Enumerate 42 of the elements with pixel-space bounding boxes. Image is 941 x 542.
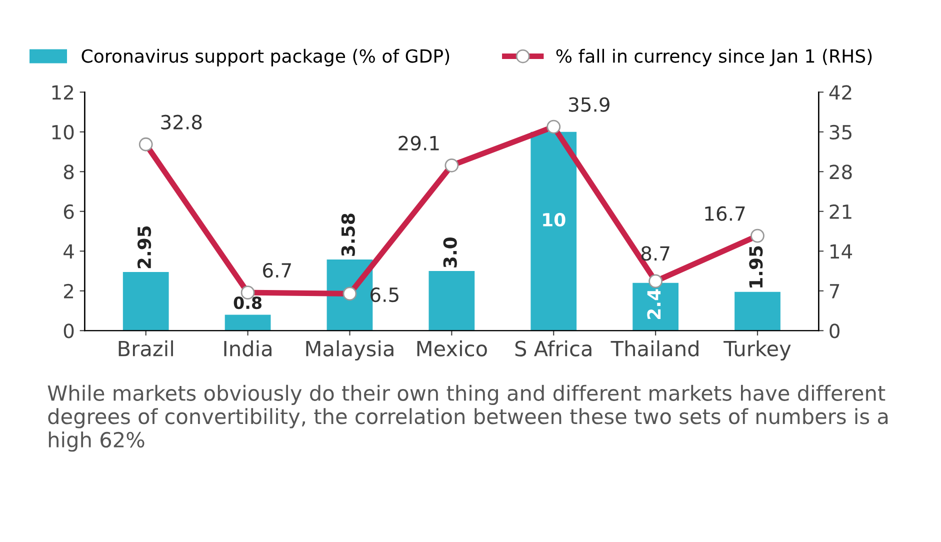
x-tick-label: Turkey bbox=[724, 340, 791, 361]
legend-label: % fall in currency since Jan 1 (RHS) bbox=[556, 48, 872, 66]
text: While markets obviously do their own thing and different markets have different degrees of convertibility, the correlation between these two sets of numbers is a high 62% bbox=[48, 384, 888, 452]
data-label: 35.9 bbox=[568, 97, 610, 112]
x-tick-label: S Africa bbox=[515, 340, 592, 356]
y-tick-label: 8 bbox=[64, 164, 74, 180]
data-label: 16.7 bbox=[705, 206, 745, 221]
y2-tick-label: 7 bbox=[830, 284, 840, 298]
y-tick-label: 4 bbox=[64, 244, 74, 259]
data-label: 3.0 bbox=[443, 237, 457, 268]
y-tick-label: 6 bbox=[64, 204, 74, 220]
bar bbox=[122, 272, 169, 331]
x-tick-label: Thailand bbox=[610, 340, 698, 356]
data-label: 29.1 bbox=[398, 136, 439, 151]
y-tick-label: 0 bbox=[64, 324, 74, 338]
y-tick-label: 10 bbox=[52, 124, 74, 140]
data-label: 8.7 bbox=[641, 246, 670, 261]
y-tick-label: 12 bbox=[52, 85, 74, 100]
y2-tick-label: 21 bbox=[830, 204, 852, 219]
data-label: 10 bbox=[543, 212, 566, 227]
x-tick-label: Mexico bbox=[417, 340, 487, 356]
data-label: 3.58 bbox=[341, 214, 355, 256]
bar bbox=[530, 132, 577, 331]
y2-tick-label: 14 bbox=[830, 244, 852, 259]
data-label: 0.8 bbox=[234, 296, 262, 310]
data-label: 2.4 bbox=[647, 289, 661, 319]
data-label: 2.95 bbox=[137, 226, 152, 268]
data-label: 1.95 bbox=[749, 246, 763, 288]
bar bbox=[734, 292, 780, 331]
x-tick-label: India bbox=[224, 340, 272, 356]
x-tick-label: Brazil bbox=[118, 340, 173, 356]
y2-tick-label: 42 bbox=[829, 85, 852, 100]
y-tick-label: 2 bbox=[64, 284, 74, 298]
y2-tick-label: 35 bbox=[830, 124, 852, 140]
data-label: 32.8 bbox=[161, 114, 202, 130]
y2-tick-label: 28 bbox=[830, 164, 852, 180]
y2-tick-label: 0 bbox=[830, 324, 840, 338]
data-label: 6.7 bbox=[263, 262, 291, 278]
bar bbox=[428, 271, 475, 331]
bar bbox=[224, 314, 271, 331]
legend-label: Coronavirus support package (% of GDP) bbox=[82, 48, 450, 66]
x-tick-label: Malaysia bbox=[306, 340, 394, 361]
